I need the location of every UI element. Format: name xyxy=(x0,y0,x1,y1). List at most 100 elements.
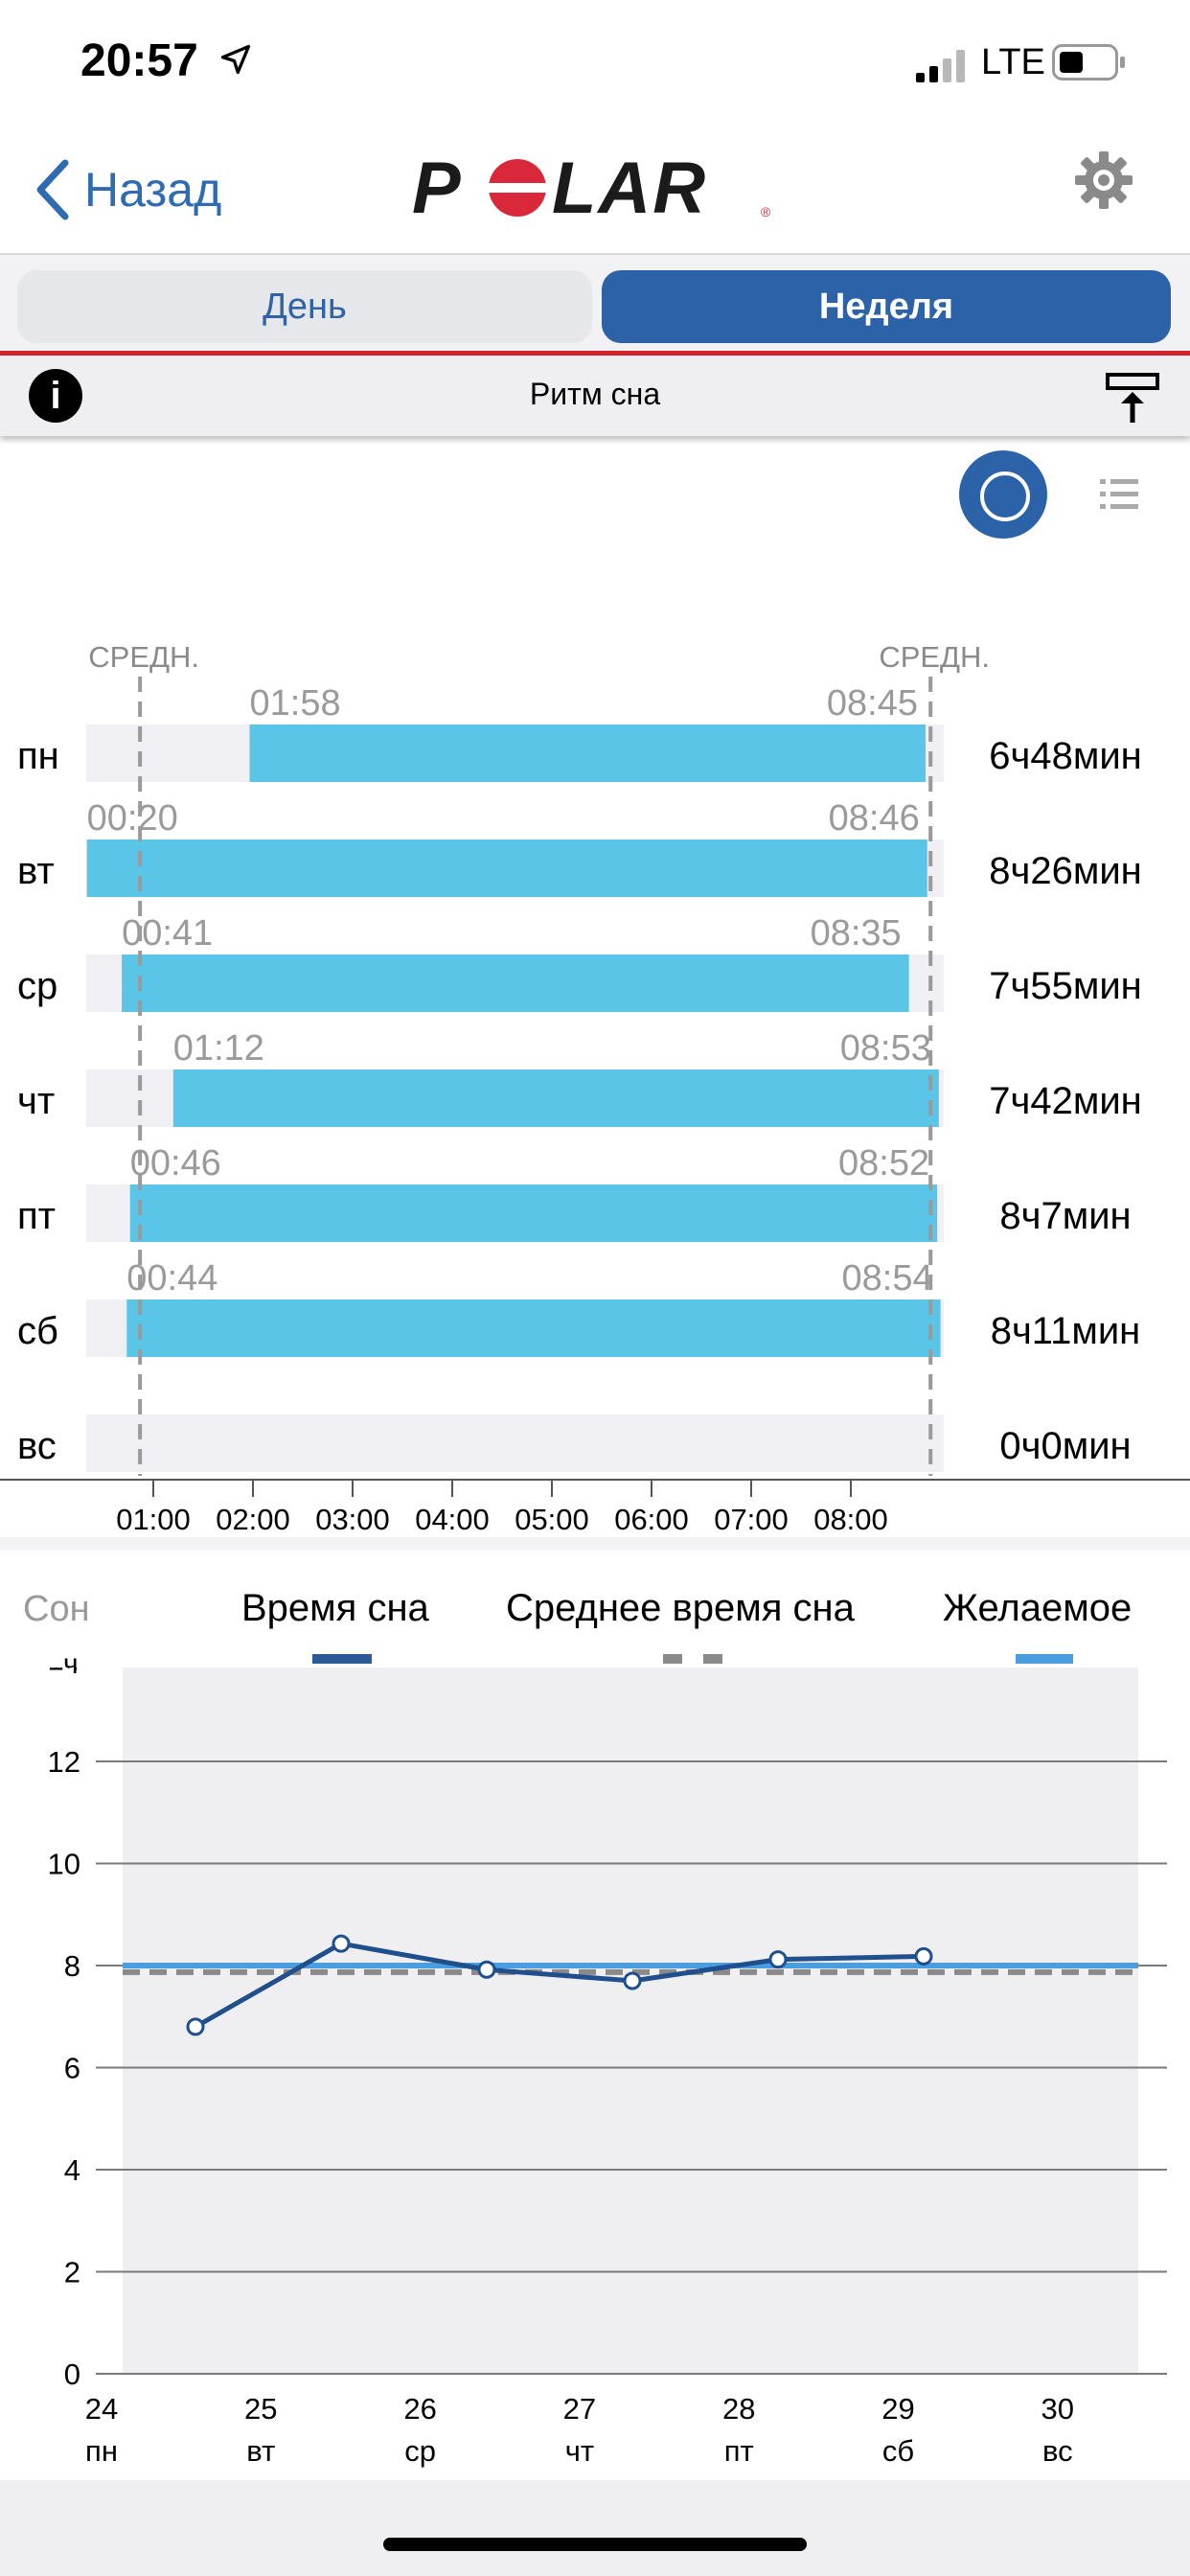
list-view-icon[interactable] xyxy=(1100,477,1138,512)
network-type: LTE xyxy=(981,42,1045,82)
y-tick-label: 14 xyxy=(48,1668,80,1677)
sleep-time-point xyxy=(623,1971,642,1990)
battery-icon xyxy=(1052,44,1125,80)
x-tick-label: 01:00 xyxy=(116,1503,191,1533)
x-tick-label: 08:00 xyxy=(813,1503,888,1533)
x-tick-label: 03:00 xyxy=(315,1503,390,1533)
sleep-time-line xyxy=(194,1941,925,2030)
y-tick-label: 12 xyxy=(48,1745,80,1779)
x-day-label: вт xyxy=(246,2434,275,2468)
x-day-label: сб xyxy=(882,2434,914,2468)
sleep-duration-label: 8ч11мин xyxy=(991,1310,1141,1352)
signal-strength-icon xyxy=(916,50,965,82)
x-date-label: 25 xyxy=(244,2392,277,2426)
sleep-time-chart: 024681012141624пн25вт26ср27чт28пт29сб30в… xyxy=(48,1668,1167,2468)
status-time: 20:57 xyxy=(80,35,198,86)
legend-avg-swatch-b xyxy=(703,1654,722,1664)
bedtime-label: 00:20 xyxy=(87,798,178,839)
sleep-time-point xyxy=(332,1934,351,1953)
legend-desired-swatch xyxy=(1016,1654,1073,1664)
back-label: Назад xyxy=(84,163,222,217)
section-title: Ритм сна xyxy=(529,377,661,411)
chevron-left-icon xyxy=(36,159,69,220)
info-icon[interactable]: i xyxy=(29,369,82,423)
y-tick-label: 4 xyxy=(64,2153,80,2187)
back-button[interactable]: Назад xyxy=(33,151,221,228)
waketime-label: 08:53 xyxy=(840,1028,931,1069)
x-tick-label: 06:00 xyxy=(614,1503,689,1533)
legend-sleep-time-swatch xyxy=(312,1654,372,1664)
x-date-label: 30 xyxy=(1041,2392,1074,2426)
x-tick-label: 07:00 xyxy=(714,1503,789,1533)
legend-avg-sleep[interactable]: Среднее время сна xyxy=(506,1587,855,1629)
waketime-label: 08:54 xyxy=(842,1258,933,1299)
x-tick-label: 02:00 xyxy=(216,1503,290,1533)
day-label: чт xyxy=(17,1080,55,1122)
sleep-duration-label: 7ч55мин xyxy=(989,965,1142,1007)
waketime-label: 08:35 xyxy=(811,913,902,954)
y-tick-label: 0 xyxy=(64,2358,80,2391)
sleep-duration-label: 0ч0мин xyxy=(999,1425,1131,1467)
section-divider xyxy=(0,1537,1190,1551)
sleep-duration-label: 8ч7мин xyxy=(999,1195,1131,1237)
sleep-rhythm-chart: 01:58 08:45 пн 6ч48мин 00:20 08:46 вт 8ч26мин 00… xyxy=(0,640,1190,1533)
accent-divider xyxy=(0,351,1190,356)
x-tick-label: 05:00 xyxy=(515,1503,589,1533)
svg-text:P: P xyxy=(412,153,463,220)
bedtime-label: 00:41 xyxy=(122,913,213,954)
sleep-bar-вт xyxy=(86,840,927,897)
sleep-duration-label: 8ч26мин xyxy=(989,850,1142,892)
bottom-area xyxy=(0,2480,1190,2576)
bedtime-label: 01:58 xyxy=(250,683,341,724)
sleep-time-point xyxy=(914,1946,933,1966)
waketime-label: 08:52 xyxy=(838,1143,929,1184)
bedtime-label: 01:12 xyxy=(173,1028,264,1069)
sleep-bar-сб xyxy=(126,1300,941,1357)
x-day-label: ср xyxy=(404,2434,436,2468)
sleep-section-title: Сон xyxy=(23,1589,90,1629)
y-tick-label: 2 xyxy=(64,2256,80,2289)
polar-logo: P LAR ® xyxy=(412,153,771,220)
sleep-time-point xyxy=(477,1960,496,1979)
home-indicator[interactable] xyxy=(383,2538,807,2551)
x-tick-label: 04:00 xyxy=(415,1503,490,1533)
x-day-label: чт xyxy=(565,2434,594,2468)
sleep-bar-пн xyxy=(249,724,926,782)
waketime-label: 08:46 xyxy=(829,798,920,839)
x-date-label: 28 xyxy=(722,2392,755,2426)
x-date-label: 26 xyxy=(403,2392,436,2426)
sleep-duration-label: 6ч48мин xyxy=(989,735,1142,777)
x-date-label: 27 xyxy=(563,2392,596,2426)
svg-text:LAR: LAR xyxy=(552,153,707,220)
tab-day[interactable]: День xyxy=(17,270,592,343)
svg-text:®: ® xyxy=(761,204,771,219)
settings-gear-icon[interactable] xyxy=(1071,148,1136,213)
y-tick-label: 6 xyxy=(64,2052,80,2085)
target-band xyxy=(123,1668,1138,2374)
x-day-label: пн xyxy=(85,2434,118,2468)
avg-bedtime-label: СРЕДН. xyxy=(88,640,199,674)
circle-view-button[interactable] xyxy=(959,450,1047,539)
x-date-label: 29 xyxy=(881,2392,914,2426)
export-icon[interactable] xyxy=(1104,369,1161,426)
sleep-time-point xyxy=(186,2017,205,2036)
day-label: вс xyxy=(17,1425,57,1467)
sleep-bar-пт xyxy=(129,1184,938,1242)
x-day-label: вс xyxy=(1042,2434,1073,2468)
day-label: ср xyxy=(17,965,57,1007)
legend-swatches xyxy=(312,1654,1073,1664)
day-label: пт xyxy=(17,1195,56,1237)
y-tick-label: 8 xyxy=(64,1949,80,1983)
day-label: вт xyxy=(17,850,55,892)
y-tick-label: 10 xyxy=(48,1848,80,1881)
waketime-label: 08:45 xyxy=(827,683,918,724)
sleep-bar-чт xyxy=(172,1070,939,1127)
x-day-label: пт xyxy=(724,2434,754,2468)
legend-sleep-time[interactable]: Время сна xyxy=(241,1587,429,1629)
legend-desired[interactable]: Желаемое xyxy=(943,1587,1133,1629)
section-header: i Ритм сна xyxy=(0,356,1190,436)
tab-week[interactable]: Неделя xyxy=(602,270,1171,343)
sleep-track-вс xyxy=(86,1414,944,1472)
period-segmented-control: День Неделя xyxy=(0,253,1190,355)
circle-view-icon xyxy=(980,472,1030,521)
